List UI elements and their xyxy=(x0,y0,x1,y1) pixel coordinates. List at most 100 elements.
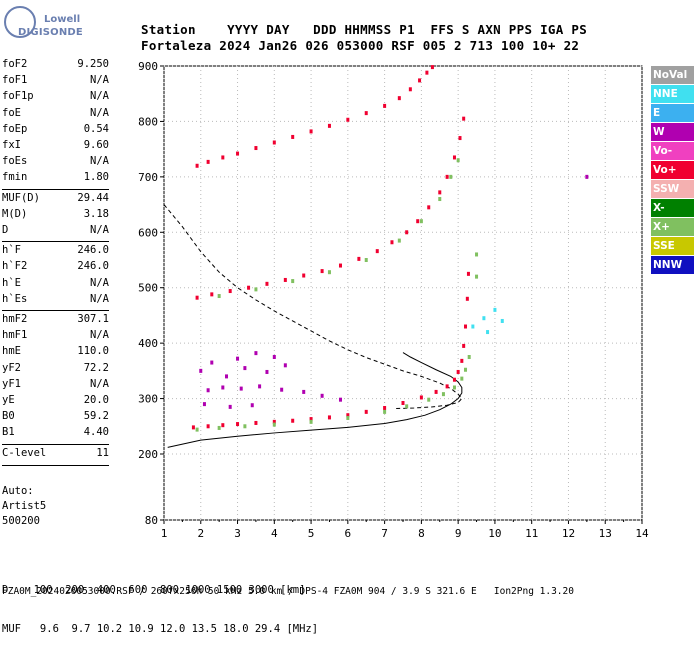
echo-point xyxy=(425,70,429,75)
echo-point xyxy=(452,385,456,390)
x-tick-label: 6 xyxy=(345,527,352,540)
echo-point xyxy=(320,269,324,274)
x-tick-label: 1 xyxy=(161,527,168,540)
echo-point xyxy=(217,294,221,299)
echo-point xyxy=(236,151,240,156)
x-tick-label: 11 xyxy=(525,527,538,540)
y-tick-label: 200 xyxy=(138,448,158,461)
echo-point xyxy=(346,415,350,420)
echo-point xyxy=(250,403,254,408)
echo-point xyxy=(419,395,423,400)
header-line2: Fortaleza 2024 Jan26 026 053000 RSF 005 … xyxy=(141,38,580,53)
logo-ring-icon xyxy=(4,6,36,38)
param-separator xyxy=(2,310,109,311)
autoscaling-info: Auto: Artist5 500200 xyxy=(2,484,46,529)
echo-point xyxy=(445,174,449,179)
param-label: h`F2 xyxy=(2,260,28,273)
plot-frame xyxy=(163,65,643,521)
legend-item-vo-: Vo+ xyxy=(651,161,694,180)
echo-point xyxy=(309,419,313,424)
x-tick-label: 14 xyxy=(635,527,649,540)
param-row-b1: B1 4.40 xyxy=(2,426,109,440)
legend-item-vo-: Vo- xyxy=(651,142,694,161)
x-tick-label: 8 xyxy=(418,527,425,540)
echo-point xyxy=(456,369,460,374)
param-value: 307.1 xyxy=(77,313,109,325)
param-value: N/A xyxy=(90,224,109,236)
echo-point xyxy=(195,163,199,168)
y-tick-label: 800 xyxy=(138,115,158,128)
echo-point xyxy=(327,415,331,420)
echo-point xyxy=(427,397,431,402)
echo-point xyxy=(228,404,232,409)
param-label: D xyxy=(2,224,9,236)
param-value: N/A xyxy=(90,155,109,168)
echo-point xyxy=(375,249,379,254)
param-row-hf: h`F 246.0 xyxy=(2,244,109,258)
echo-point xyxy=(364,409,368,414)
legend-item-nne: NNE xyxy=(651,85,694,104)
echo-point xyxy=(357,256,361,261)
param-label: yF1 xyxy=(2,377,21,390)
echo-point xyxy=(210,360,214,365)
echo-point xyxy=(419,219,423,224)
param-label: foF1 xyxy=(2,74,28,87)
echo-point xyxy=(460,376,464,381)
echo-point xyxy=(449,174,453,179)
legend-item-sse: SSE xyxy=(651,237,694,256)
echo-point xyxy=(195,427,199,432)
echo-point xyxy=(221,423,225,428)
echo-point xyxy=(254,420,258,425)
echo-point xyxy=(327,123,331,128)
echo-point xyxy=(258,384,262,389)
param-value: N/A xyxy=(90,377,109,390)
param-label: hmE xyxy=(2,345,21,358)
x-tick-label: 5 xyxy=(308,527,315,540)
echo-point xyxy=(243,366,247,371)
echo-point xyxy=(462,343,466,348)
param-value: 11 xyxy=(96,446,109,459)
x-tick-label: 3 xyxy=(234,527,241,540)
param-value: 4.40 xyxy=(83,426,109,439)
echo-point xyxy=(199,368,203,373)
x-tick-label: 7 xyxy=(381,527,388,540)
param-separator xyxy=(2,241,109,243)
param-separator xyxy=(2,188,109,190)
param-value: N/A xyxy=(90,90,109,103)
echo-point xyxy=(272,140,276,145)
muf-distance-table: D 100 200 400 600 800 1000 1500 3000 [km… xyxy=(2,558,318,649)
echo-point xyxy=(202,402,206,407)
echo-point xyxy=(291,279,295,284)
x-tick-label: 12 xyxy=(562,527,575,540)
echo-point xyxy=(221,155,225,160)
param-row-fxi: fxI 9.60 xyxy=(2,139,109,153)
param-label: hmF1 xyxy=(2,329,28,342)
param-label: yF2 xyxy=(2,361,21,374)
echo-point xyxy=(283,277,287,282)
y-tick-label: 300 xyxy=(138,393,158,406)
param-label: h`E xyxy=(2,276,21,289)
param-value: N/A xyxy=(90,106,109,119)
param-label: foEs xyxy=(2,155,28,168)
echo-point xyxy=(405,230,409,235)
param-value: 9.250 xyxy=(77,58,109,70)
echo-point xyxy=(309,129,313,134)
echo-point xyxy=(338,397,342,402)
param-value: N/A xyxy=(90,329,109,342)
echo-point xyxy=(427,205,431,210)
echo-point xyxy=(191,425,195,430)
echo-point xyxy=(302,273,306,278)
param-label: h`F xyxy=(2,244,21,257)
legend: NoVal NNE E W Vo- Vo+ SSW X- X+ SSE NNW xyxy=(651,66,694,275)
echo-point xyxy=(327,270,331,275)
echo-point xyxy=(239,386,243,391)
echo-point xyxy=(383,405,387,410)
echo-point xyxy=(364,258,368,262)
param-label: B0 xyxy=(2,410,15,423)
legend-item-x-: X- xyxy=(651,199,694,218)
param-value: 246.0 xyxy=(77,244,109,257)
legend-item-x-: X+ xyxy=(651,218,694,237)
profile-curve-dashed xyxy=(163,204,463,410)
param-value: N/A xyxy=(90,292,109,305)
echo-point xyxy=(236,356,240,361)
